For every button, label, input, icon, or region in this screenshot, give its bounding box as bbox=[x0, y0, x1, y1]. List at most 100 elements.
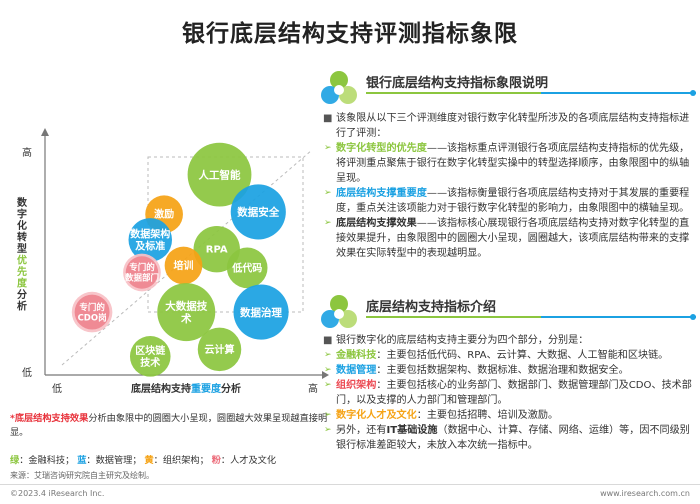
color-legend: 绿：金融科技； 蓝：数据管理； 黄：组织架构； 粉：人才及文化 bbox=[10, 452, 276, 466]
bubble-circle bbox=[157, 283, 216, 342]
legend-colon: ： bbox=[153, 455, 163, 466]
section-circles-icon bbox=[321, 71, 357, 104]
section2-last-pre: 另外，还有 bbox=[336, 425, 387, 436]
section1-header: 银行底层结构支持指标象限说明 bbox=[318, 68, 698, 108]
bubble-label: 大数据技术 bbox=[165, 300, 207, 326]
bubble-circle bbox=[233, 284, 289, 340]
arrow-bullet-icon: ➢ bbox=[324, 425, 332, 435]
legend-text: 金融科技 bbox=[28, 455, 66, 466]
page-title: 银行底层结构支持评测指标象限 bbox=[182, 21, 518, 47]
section2-item: ➢ 组织架构：主要包括核心的业务部门、数据部门、数据管理部门及CDO、技术部门，以… bbox=[322, 378, 692, 408]
section2-rule bbox=[366, 314, 696, 320]
section1-item-head: 底层结构支撑效果 bbox=[336, 218, 417, 229]
y-axis-title-char: 数 bbox=[17, 196, 28, 209]
arrow-bullet-icon: ➢ bbox=[324, 218, 332, 228]
square-bullet-icon: ■ bbox=[323, 113, 333, 124]
section2-body: ■ 银行数字化的底层结构支持主要分为四个部分，分别是： ➢ 金融科技：主要包括低代码、… bbox=[322, 333, 692, 453]
section2-item: ➢ 金融科技：主要包括低代码、RPA、云计算、大数据、人工智能和区块链。 bbox=[322, 348, 692, 363]
chart-note: *底层结构支持效果分析由象限中的圆圈大小呈现，圆圈越大效果呈现越直接明显。 bbox=[10, 412, 328, 440]
bubble-label: 区块链技术 bbox=[135, 344, 166, 369]
section1-title: 银行底层结构支持指标象限说明 bbox=[366, 76, 549, 91]
x-axis-title: 底层结构支持重要度分析 bbox=[131, 382, 241, 395]
y-axis-title-char: 度 bbox=[17, 277, 28, 290]
section2-item-text: ：主要包括数据架构、数据标准、数据治理和数据安全。 bbox=[376, 365, 629, 376]
y-axis-high-label: 高 bbox=[22, 146, 32, 159]
bubble-10: 专门的 CDO岗 bbox=[71, 291, 113, 333]
y-axis-title-char: 优 bbox=[17, 254, 27, 267]
bubble-12: 区块链技术 bbox=[129, 336, 171, 377]
bubble-3: 数据架构及标准 bbox=[128, 218, 173, 262]
y-axis-low-label: 低 bbox=[22, 366, 32, 379]
bubble-inner bbox=[74, 294, 110, 330]
section1-item-text: ——该指标核心展现银行各项底层结构支持对数字化转型的直接效果提升，由象限图中的圆… bbox=[336, 218, 690, 259]
bubble-circle bbox=[129, 336, 171, 377]
bubble-label: 专门的 CDO岗 bbox=[78, 302, 107, 324]
bubble-label: 数据安全 bbox=[236, 206, 279, 219]
legend-colon: ： bbox=[86, 455, 96, 466]
arrow-bullet-icon: ➢ bbox=[324, 380, 332, 390]
y-axis-title-char: 字 bbox=[17, 208, 27, 221]
x-axis-low-label: 低 bbox=[52, 382, 62, 395]
section2-last-post: （数据中心、计算、存储、网络、运维）等，因不同级别银行标准差距较大，未放入本次统… bbox=[336, 425, 690, 451]
section2-item-text: ：主要包括低代码、RPA、云计算、大数据、人工智能和区块链。 bbox=[376, 350, 669, 361]
bubble-0: 人工智能 bbox=[187, 142, 252, 207]
legend-colon: ： bbox=[220, 455, 231, 466]
bubble-7: 专门的数据部门 bbox=[123, 253, 161, 292]
legend-sep: ； bbox=[199, 455, 212, 466]
bubble-label: 培训 bbox=[174, 259, 194, 272]
y-axis-title-char: 转 bbox=[17, 231, 27, 244]
y-axis-title-char: 先 bbox=[17, 265, 27, 278]
bubble-8: 大数据技术 bbox=[157, 283, 216, 342]
section1-item: ➢ 底层结构支撑重要度——该指标衡量银行各项底层结构支持对于其发展的重要程度，重点… bbox=[322, 186, 692, 216]
x-axis-high-label: 高 bbox=[308, 382, 318, 395]
footer-divider bbox=[0, 484, 700, 485]
legend-sep: ； bbox=[132, 455, 145, 466]
bubble-circle bbox=[164, 246, 203, 285]
bubble-circle bbox=[128, 218, 173, 262]
section-circles-icon bbox=[321, 295, 357, 328]
section2-item-head: 数据管理 bbox=[336, 365, 377, 376]
section2-item-head: 数字化人才及文化 bbox=[336, 410, 417, 421]
section1-intro: 该象限从以下三个评测维度对银行数字化转型所涉及的各项底层结构支持指标进行了评测： bbox=[336, 113, 690, 139]
section1-rule bbox=[366, 90, 696, 96]
note-emphasis: 底层结构支持效果 bbox=[14, 413, 89, 424]
section1-item-text: ——该指标重点评测银行各项底层结构支持指标的优先级，将评测重点聚焦于银行在数字化… bbox=[336, 143, 690, 184]
bubble-circle bbox=[230, 184, 286, 240]
bubble-label: RPA bbox=[206, 245, 228, 256]
section2-item-head: 组织架构 bbox=[336, 380, 377, 391]
section2-title: 底层结构支持指标介绍 bbox=[366, 300, 497, 315]
legend-key: 绿 bbox=[10, 455, 20, 466]
bubble-circle bbox=[226, 247, 268, 289]
bubble-circle bbox=[197, 327, 242, 372]
section1-item: ➢ 数字化转型的优先度——该指标重点评测银行各项底层结构支持指标的优先级，将评测重… bbox=[322, 141, 692, 186]
bubble-circle bbox=[187, 142, 252, 207]
y-axis-arrow bbox=[41, 128, 49, 136]
arrow-bullet-icon: ➢ bbox=[324, 365, 332, 375]
bubble-label: 低代码 bbox=[231, 261, 262, 274]
legend-text: 数据管理 bbox=[95, 455, 133, 466]
arrow-bullet-icon: ➢ bbox=[324, 143, 332, 153]
source-text: 来源：艾瑞咨询研究院自主研究及绘制。 bbox=[10, 471, 154, 480]
legend-key: 黄 bbox=[144, 455, 154, 466]
bubble-9: 数据治理 bbox=[233, 284, 289, 340]
section2-intro: 银行数字化的底层结构支持主要分为四个部分，分别是： bbox=[336, 335, 589, 346]
section1-item-head: 底层结构支撑重要度 bbox=[336, 188, 427, 199]
section2-header: 底层结构支持指标介绍 bbox=[318, 292, 698, 332]
x-axis-arrow bbox=[322, 371, 329, 379]
bubble-inner bbox=[125, 256, 159, 289]
section2-last-em: IT基础设施 bbox=[386, 425, 438, 436]
arrow-bullet-icon: ➢ bbox=[324, 410, 332, 420]
section1-body: ■ 该象限从以下三个评测维度对银行数字化转型所涉及的各项底层结构支持指标进行了评测… bbox=[322, 111, 692, 261]
legend-colon: ： bbox=[19, 455, 29, 466]
legend-sep: ； bbox=[65, 455, 78, 466]
bubble-1: 数据安全 bbox=[230, 184, 286, 240]
section1-item: ➢ 底层结构支撑效果——该指标核心展现银行各项底层结构支持对数字化转型的直接效果提… bbox=[322, 216, 692, 261]
y-axis-title-char: 型 bbox=[17, 242, 27, 255]
bubble-11: 云计算 bbox=[197, 327, 242, 372]
square-bullet-icon: ■ bbox=[323, 335, 333, 346]
section1-item-head: 数字化转型的优先度 bbox=[336, 143, 427, 154]
bubble-6: 低代码 bbox=[226, 247, 268, 289]
bubble-label: 数据架构及标准 bbox=[130, 227, 170, 252]
bubble-label: 数据治理 bbox=[239, 306, 282, 319]
